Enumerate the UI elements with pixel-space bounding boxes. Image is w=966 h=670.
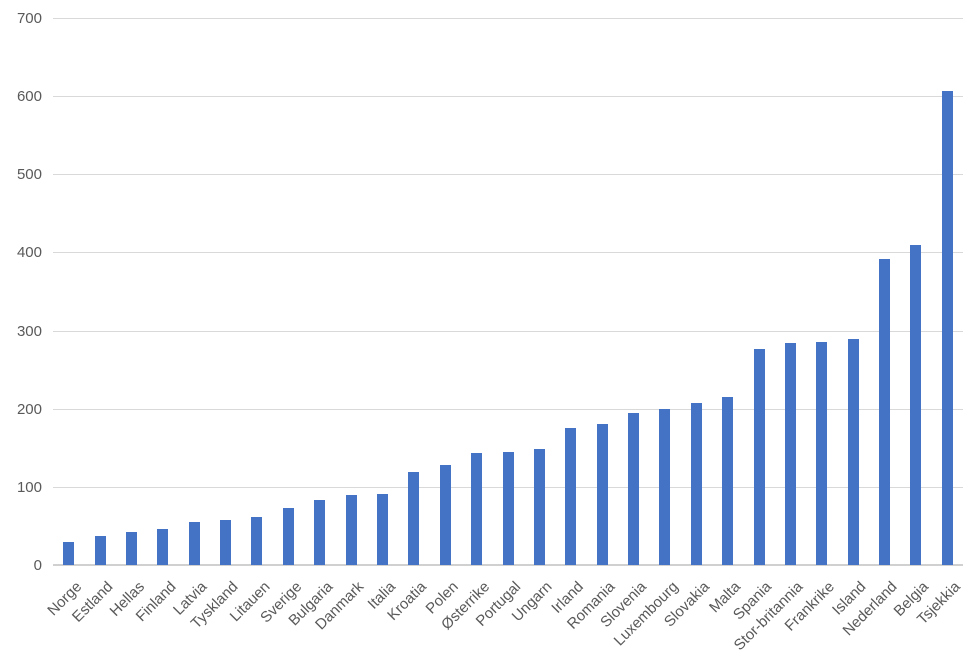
bar-frankrike: [816, 342, 828, 565]
bar-norge: [63, 542, 75, 565]
y-tick-label-100: 100: [16, 478, 42, 496]
bar-nederland: [879, 259, 891, 565]
bar-stor-britannia: [784, 343, 796, 565]
bar-tsjekkia: [941, 91, 953, 565]
bar-tyskland: [220, 520, 232, 565]
bar-kroatia: [408, 472, 420, 565]
bar-estland: [94, 536, 106, 565]
y-tick-label-300: 300: [16, 322, 42, 340]
bar-sverige: [282, 508, 294, 565]
bar-belgia: [910, 245, 922, 565]
bar-finland: [157, 529, 169, 565]
gridline-500: [53, 174, 963, 176]
gridline-400: [53, 252, 963, 254]
y-tick-label-600: 600: [16, 88, 42, 106]
bar-malta: [722, 397, 734, 565]
bar-italia: [376, 494, 388, 565]
y-tick-label-400: 400: [16, 244, 42, 262]
bar-latvia: [188, 522, 200, 565]
bar-litauen: [251, 517, 263, 565]
gridline-600: [53, 96, 963, 98]
bar-danmark: [345, 495, 357, 565]
bar-romania: [596, 424, 608, 565]
bar-portugal: [502, 452, 514, 565]
gridline-300: [53, 330, 963, 332]
x-axis-line: [53, 564, 963, 566]
bar-slovakia: [690, 403, 702, 565]
gridline-200: [53, 408, 963, 410]
bar-luxembourg: [659, 409, 671, 565]
bar-polen: [439, 465, 451, 565]
bar-island: [847, 339, 859, 565]
y-tick-label-700: 700: [16, 10, 42, 27]
y-tick-label-500: 500: [16, 166, 42, 184]
bar-irland: [565, 428, 577, 565]
bar-spania: [753, 349, 765, 565]
bar-ungarn: [533, 449, 545, 565]
bar--sterrike: [471, 453, 483, 565]
gridline-700: [53, 18, 963, 19]
y-tick-label-200: 200: [16, 400, 42, 418]
bar-bulgaria: [314, 500, 326, 565]
bar-slovenia: [628, 413, 640, 565]
bar-hellas: [125, 532, 137, 565]
y-tick-label-0: 0: [33, 557, 42, 574]
